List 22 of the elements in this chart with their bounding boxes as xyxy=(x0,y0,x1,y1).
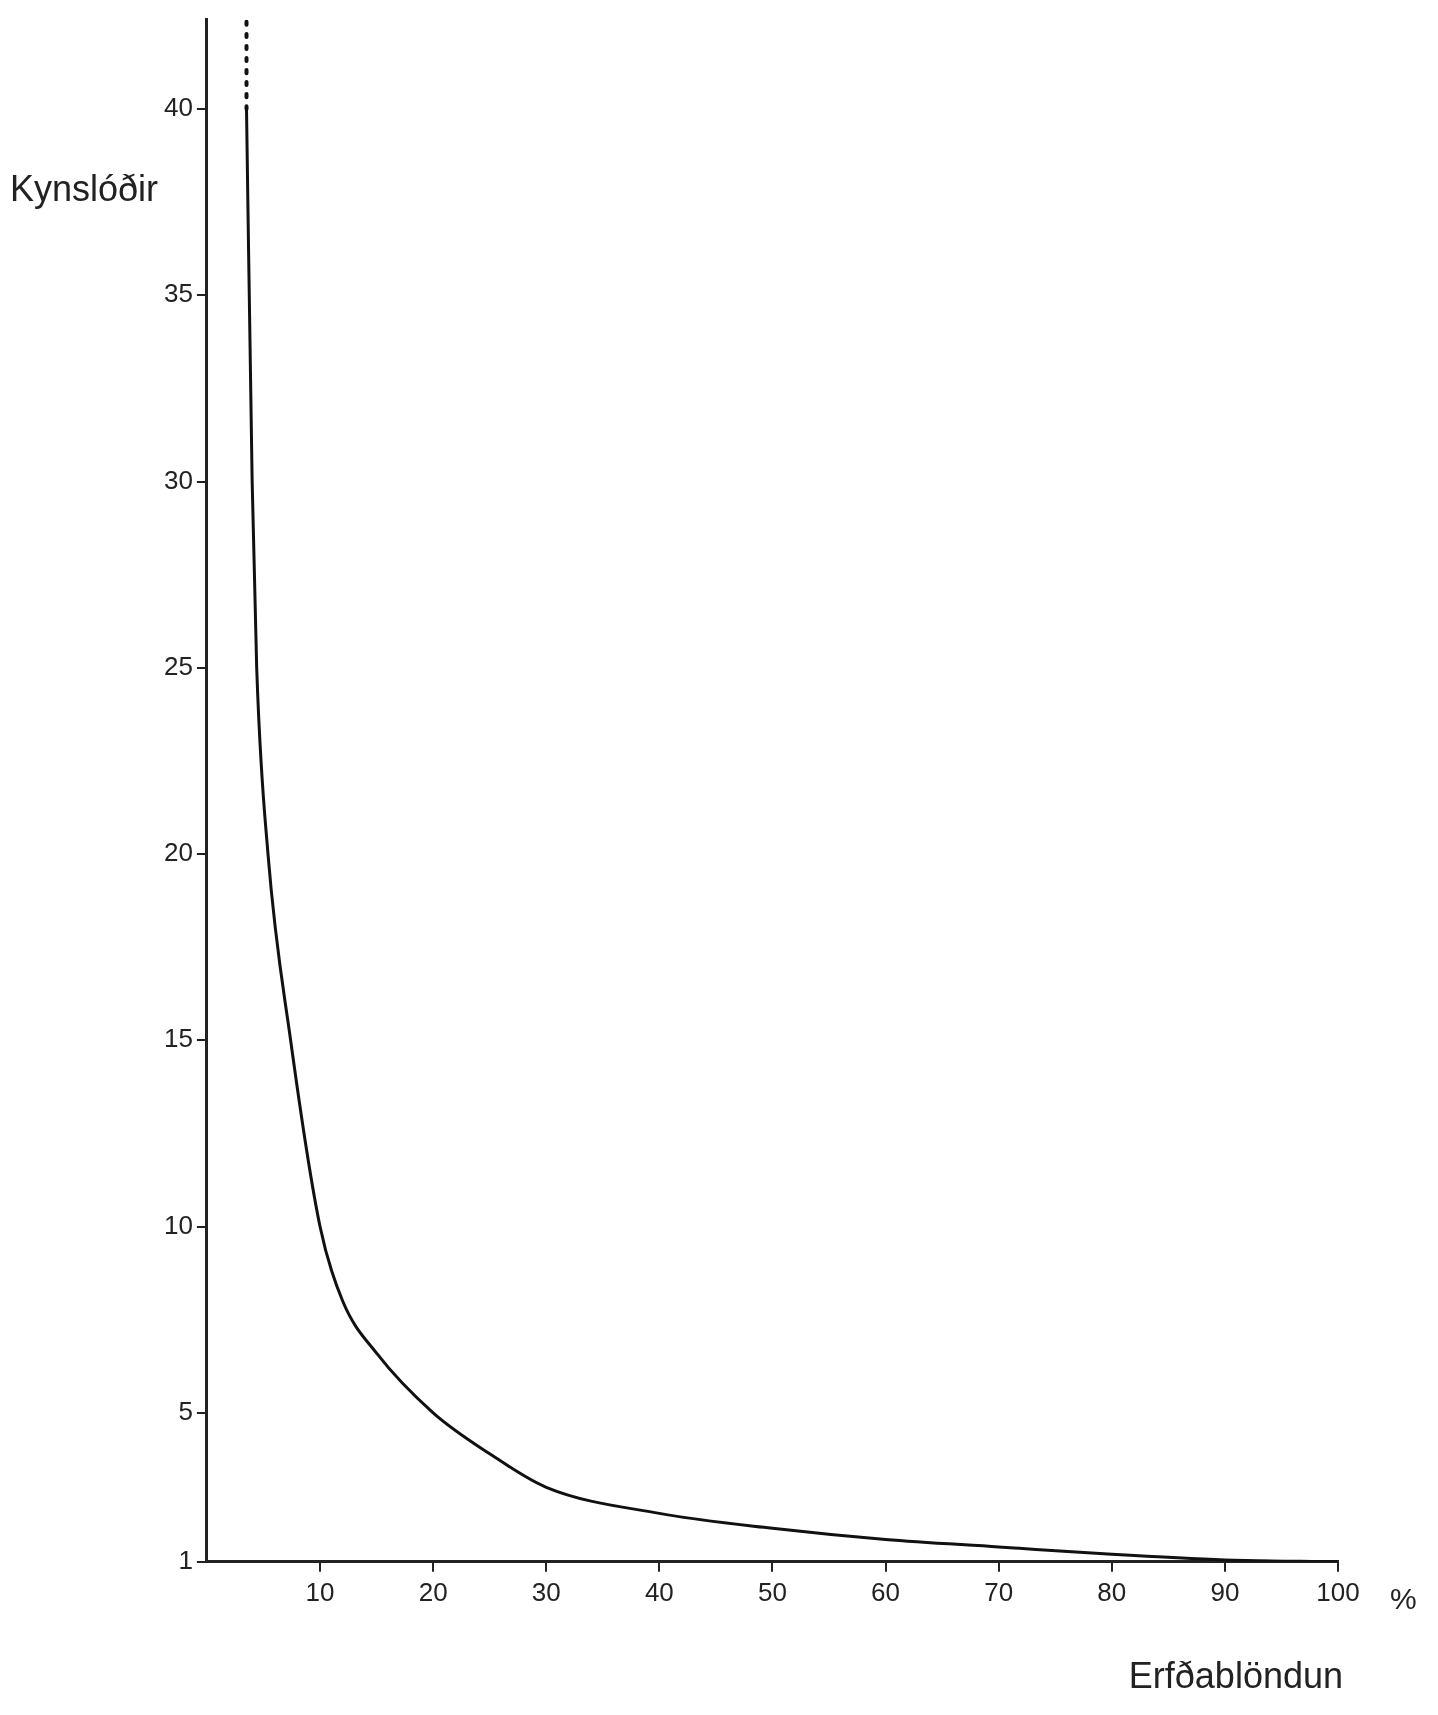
x-tick-label: 50 xyxy=(758,1576,787,1607)
y-tick-label: 35 xyxy=(164,278,193,309)
y-tick-label: 25 xyxy=(164,650,193,681)
x-tick-label: 80 xyxy=(1097,1576,1127,1607)
x-tick-label: 100 xyxy=(1316,1576,1360,1607)
y-tick-label: 10 xyxy=(164,1209,193,1240)
text: % xyxy=(1390,1582,1417,1616)
x-tick-label: 60 xyxy=(871,1576,901,1607)
x-tick-label: 40 xyxy=(644,1576,674,1607)
x-tick-label: 20 xyxy=(418,1576,448,1607)
x-tick-label: 90 xyxy=(1210,1576,1240,1607)
y-axis-title: Kynslóðir xyxy=(10,168,159,210)
x-tick-label: 10 xyxy=(305,1576,335,1607)
y-tick-label: 15 xyxy=(164,1023,193,1054)
x-tick-label: 30 xyxy=(531,1576,561,1607)
y-tick-label: 1 xyxy=(178,1544,193,1575)
y-tick-label: 40 xyxy=(164,92,193,123)
y-tick-label: 30 xyxy=(164,464,193,495)
y-tick-label: 5 xyxy=(178,1395,193,1426)
y-tick-label: 20 xyxy=(164,837,193,868)
x-tick-label: 70 xyxy=(984,1576,1014,1607)
x-axis-title: Erfðablöndun xyxy=(1128,1655,1343,1697)
